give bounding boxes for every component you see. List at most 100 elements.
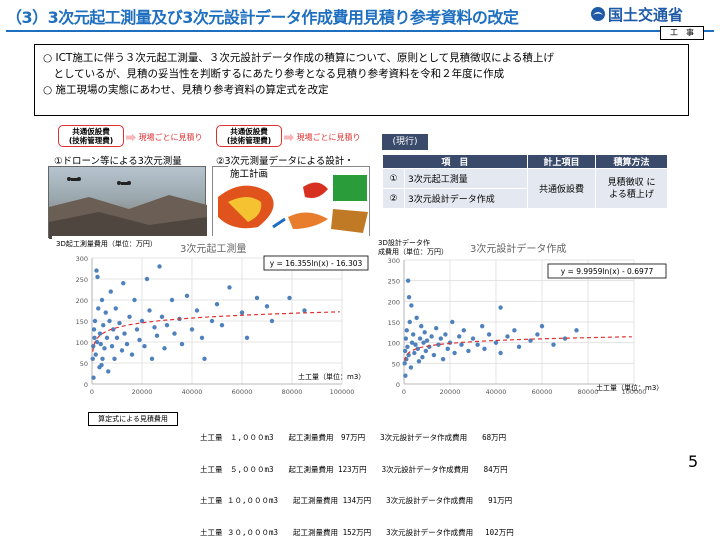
summary-line: ○ 施工現場の実態にあわせ、見積り参考資料の算定式を改定 bbox=[43, 84, 329, 96]
data-point bbox=[117, 320, 122, 326]
data-point bbox=[475, 342, 480, 347]
photo-caption-design: ②3次元測量データによる設計・ bbox=[216, 153, 354, 167]
cost-lines: 土工量 １,０００m3 起工測量費用 97万円 3次元設計データ作成費用 68万… bbox=[200, 412, 514, 549]
page-title: （3）3次元起工測量及び3次元設計データ作成費用見積り参考資料の改定 bbox=[6, 8, 519, 27]
data-point bbox=[440, 357, 446, 362]
data-point bbox=[402, 361, 407, 366]
arrow-right-icon bbox=[126, 133, 136, 142]
data-point bbox=[209, 318, 215, 324]
data-point bbox=[539, 323, 545, 329]
data-point bbox=[137, 337, 142, 343]
current-method-table: 項 目 計上項目 積算方法 ① 3次元起工測量 共通仮設費 見積徴収 による積上… bbox=[382, 154, 668, 209]
data-point bbox=[202, 356, 207, 361]
data-point bbox=[149, 356, 155, 361]
data-point bbox=[164, 323, 170, 328]
trendline bbox=[92, 311, 340, 352]
arrow-right-icon bbox=[284, 133, 294, 142]
title-underline bbox=[6, 30, 714, 32]
data-point bbox=[438, 336, 443, 341]
account-cell: 共通仮設費 bbox=[526, 168, 597, 209]
data-point bbox=[94, 339, 100, 345]
y-tick-label: 200 bbox=[76, 297, 88, 305]
data-point bbox=[98, 341, 103, 347]
data-point bbox=[480, 323, 485, 329]
summary-box: ○ ICT施工に伴う３次元起工測量、３次元設計データ作成の積算について、原則とし… bbox=[34, 44, 689, 116]
x-tick-label: 100000 bbox=[330, 388, 355, 396]
data-point bbox=[124, 341, 130, 347]
data-point bbox=[407, 319, 412, 325]
data-point bbox=[154, 333, 160, 338]
data-point bbox=[470, 336, 476, 341]
y-tick-label: 300 bbox=[388, 257, 400, 265]
data-point bbox=[535, 332, 540, 337]
data-point bbox=[457, 334, 462, 339]
formula-text: y = 16.355ln(x) - 16.303 bbox=[270, 259, 363, 268]
x-tick-label: 20000 bbox=[440, 388, 461, 396]
current-label: (現行) bbox=[382, 134, 428, 150]
y-tick-label: 100 bbox=[388, 340, 400, 348]
data-point bbox=[104, 335, 110, 340]
data-point bbox=[97, 331, 103, 336]
data-point bbox=[422, 330, 427, 335]
data-point bbox=[404, 328, 409, 333]
data-point bbox=[414, 315, 419, 321]
data-point bbox=[112, 356, 117, 361]
common-temp-cost-box: 共通仮設費 (技術管理費) bbox=[58, 125, 124, 147]
data-point bbox=[445, 346, 450, 352]
data-point bbox=[269, 318, 275, 324]
data-point bbox=[95, 274, 100, 280]
data-point bbox=[219, 323, 225, 328]
data-point bbox=[189, 327, 195, 332]
data-point bbox=[402, 348, 408, 354]
data-point bbox=[419, 323, 424, 329]
data-point bbox=[413, 342, 418, 347]
data-point bbox=[443, 332, 448, 337]
data-point bbox=[107, 318, 112, 324]
data-point bbox=[411, 332, 416, 337]
data-point bbox=[111, 327, 116, 332]
row-item: 3次元設計データ作成 bbox=[404, 188, 528, 209]
data-point bbox=[101, 323, 106, 328]
cost-line: 土工量 １０,０００m3 起工測量費用 134万円 3次元設計データ作成費用 9… bbox=[200, 496, 513, 505]
data-point bbox=[108, 289, 113, 294]
data-point bbox=[96, 306, 101, 311]
data-point bbox=[92, 335, 97, 340]
data-point bbox=[90, 356, 95, 361]
header-method: 積算方法 bbox=[595, 154, 668, 169]
cost-line: 土工量 ３０,０００m3 起工測量費用 152万円 3次元設計データ作成費用 1… bbox=[200, 527, 514, 537]
data-point bbox=[129, 352, 135, 357]
data-point bbox=[214, 302, 220, 307]
data-point bbox=[420, 354, 425, 360]
row-number: ① bbox=[382, 168, 405, 189]
x-tick-label: 60000 bbox=[532, 388, 553, 396]
data-point bbox=[114, 335, 120, 340]
y-tick-label: 300 bbox=[76, 255, 88, 263]
data-point bbox=[406, 295, 412, 300]
data-point bbox=[134, 327, 140, 332]
y-tick-label: 150 bbox=[388, 319, 400, 327]
data-point bbox=[169, 297, 175, 303]
y-axis-label: 3D起工測量費用（単位：万円） bbox=[56, 239, 157, 248]
x-axis-label: 土工量（単位：m3） bbox=[596, 383, 663, 392]
y-tick-label: 0 bbox=[396, 381, 400, 389]
estimate-arrow: 現場ごとに見積り bbox=[284, 132, 361, 143]
summary-line: ○ ICT施工に伴う３次元起工測量、３次元設計データ作成の積算について、原則とし… bbox=[43, 52, 554, 64]
data-point bbox=[91, 375, 96, 380]
data-point bbox=[147, 308, 152, 313]
x-tick-label: 40000 bbox=[486, 388, 507, 396]
data-point bbox=[409, 340, 415, 345]
data-point bbox=[412, 350, 417, 356]
data-point bbox=[157, 264, 162, 269]
y-tick-label: 50 bbox=[80, 360, 88, 368]
y-tick-label: 200 bbox=[388, 298, 400, 306]
data-point bbox=[113, 306, 118, 311]
data-point bbox=[405, 344, 410, 349]
data-point bbox=[162, 346, 167, 351]
data-point bbox=[100, 356, 105, 361]
data-point bbox=[254, 295, 260, 301]
trendline-formula: y = 9.9959ln(x) - 0.6977 bbox=[547, 263, 667, 279]
data-point bbox=[436, 342, 441, 347]
data-point bbox=[403, 336, 409, 341]
data-point bbox=[498, 350, 503, 356]
